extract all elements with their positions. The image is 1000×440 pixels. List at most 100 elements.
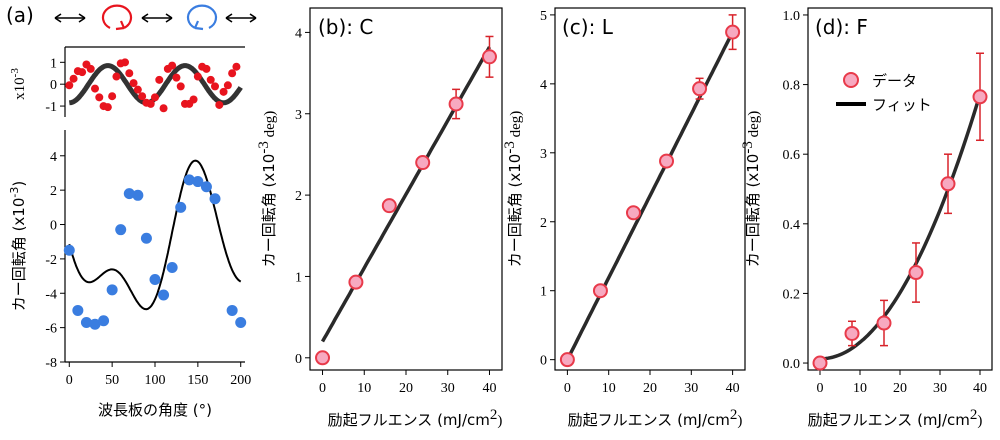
a-top-point [223,81,232,90]
a-top-point [219,87,228,96]
d-fit-line [819,93,982,361]
b-ylabel: カー回転角 (x10-3 deg) [256,111,278,268]
c-title: (c): L [562,15,614,39]
a-bottom-data-points [63,174,247,330]
a-top-point [129,79,138,88]
a-top-point [159,104,168,113]
a-top-point [155,75,164,84]
d-xlabel: 励起フルエンス (mJ/cm2) [808,407,983,429]
a-bottom-point [235,316,247,328]
c-ytick-label: 4 [540,78,547,93]
d-data-point [844,325,860,341]
a-bottom-point [72,304,84,316]
a-bottom-point [149,274,161,286]
a-top-point [176,82,185,91]
b-ytick-label: 2 [295,189,302,204]
a-bottom-ylabel: カー回転角 (x10-3) [8,181,28,311]
linear-arrow-icon [225,13,257,23]
c-data-point [725,24,741,40]
a-bottom-point [175,201,187,213]
a-bottom-yticks: 4 2 0 -2 -4 -6 -8 [45,150,65,371]
linear-arrow-icon [141,13,173,23]
right-circular-icon [101,4,133,31]
a-bottom-point [158,289,170,301]
b-data-point [315,350,331,366]
panel-a-label: (a) [6,3,34,27]
a-bottom-ytick-label: -4 [45,287,57,302]
a-bottom-point [106,284,118,296]
a-bottom-ytick-label: -8 [45,356,57,371]
b-title: (b): C [318,15,373,39]
d-frame [807,7,993,371]
a-bottom-point [123,188,135,200]
a-top-point [95,93,104,102]
a-top-point [121,58,129,67]
d-ytick-label: 0.2 [783,287,801,302]
a-top-point [138,92,147,101]
a-top-point [103,103,112,112]
b-ytick-label: 0 [295,352,302,367]
b-data-point [348,274,364,290]
a-bottom-point [226,304,238,316]
d-ylabel: カー回転角 (x10-3 deg) [740,111,762,268]
c-fit-line [565,31,735,361]
a-bottom-xtick-label: 0 [66,373,73,388]
a-top-point [69,74,78,83]
a-xlabel: 波長板の角度 (°) [98,401,212,419]
panel-d: (d): F カー回転角 (x10-3 deg) 励起フルエンス (mJ/cm2… [740,7,993,429]
linear-arrow-icon [54,13,86,23]
legend-fit-label: フィット [872,96,932,114]
c-xtick-label: 40 [726,381,740,396]
a-top-point [211,82,219,91]
a-top-point [168,61,177,70]
b-data-point [448,96,464,112]
d-ytick-label: 0.4 [783,218,801,233]
b-ytick-label: 4 [295,26,302,41]
panel-a: (a) 10-1 x10-3 420-2- [6,3,257,419]
c-data-point [659,153,675,169]
c-data-point [692,81,708,97]
a-top-point [78,68,87,77]
d-data-point [908,265,924,281]
legend-data-marker [843,72,859,88]
a-top-point [189,95,198,104]
a-top-point [151,93,159,102]
d-xtick-label: 30 [933,381,947,396]
b-data-point [481,49,497,65]
a-top-ylabel: x10-3 [9,68,28,100]
a-top-point [206,75,215,84]
d-legend: データ フィット [836,72,932,114]
c-ytick-label: 5 [540,9,547,24]
left-circular-icon [186,4,218,31]
a-bottom-xticks: 0 50 100 150 200 [66,362,251,388]
c-xtick-label: 0 [564,381,571,396]
c-xtick-label: 10 [602,381,616,396]
d-ytick-label: 0.0 [783,357,801,372]
d-title: (d): F [815,15,868,39]
a-bottom-point [140,232,152,244]
a-top-data-points [65,58,241,113]
a-top-point [146,99,155,108]
a-bottom-xtick-label: 50 [105,373,119,388]
c-ytick-label: 3 [540,147,547,162]
a-bottom-point [89,318,101,330]
d-xtick-label: 40 [973,381,987,396]
b-ytick-label: 1 [295,270,302,285]
a-top-ytick-label: 0 [50,78,57,93]
b-xtick-label: 20 [399,381,413,396]
a-bottom-xtick-label: 100 [145,373,166,388]
a-bottom-fit-line [68,159,242,311]
d-ytick-label: 0.8 [783,79,801,94]
c-ytick-label: 0 [540,354,547,369]
a-bottom-xtick-label: 150 [187,373,208,388]
a-top-ytick-label: -1 [45,100,57,115]
a-top-point [193,72,202,81]
a-bottom-ytick-label: 2 [50,184,57,199]
a-bottom-point [209,193,221,205]
legend-data-label: データ [872,72,917,90]
d-data-point [876,315,892,331]
a-bottom-ytick-label: -2 [45,253,57,268]
a-top-point [108,92,117,101]
a-bottom-point [80,316,92,328]
